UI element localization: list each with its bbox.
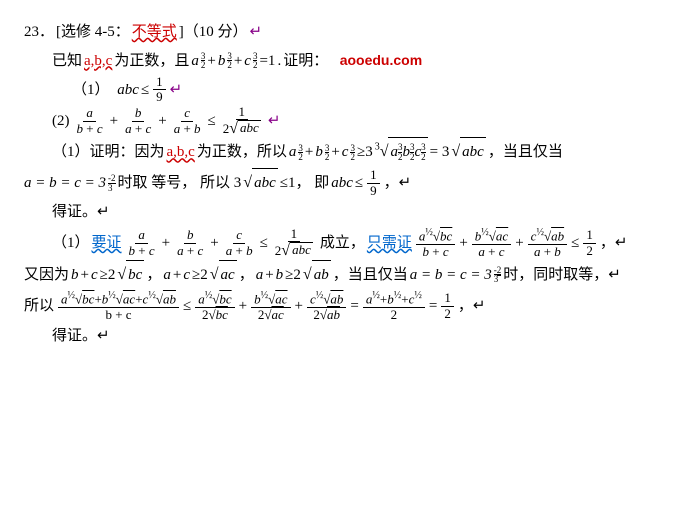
qed-2: 得证。↵ [52,322,669,351]
given: 已知 a,b,c 为正数，且 a32 +b32 +c32 =1.证明： aooe… [52,47,669,76]
qed-1: 得证。↵ [52,198,669,227]
inequality-line: 又因为 b+c≥2√bc ，a+c≥2√ac ，a+b≥2√ab ，当且仅当 a… [24,260,669,290]
part-1: （1） abc ≤ 19 ↵ [72,75,669,105]
proof-1: （1）证明：因为 a,b,c 为正数，所以 a32 +b32 +c32 ≥3 3… [52,137,669,167]
question-header: 23． [选修 4-5： 不等式 ]（10 分） ↵ [24,18,669,47]
q-num: 23． [24,18,54,47]
part-2: (2) ab + c+ ba + c+ ca + b ≤ 12√abc ↵ [52,105,669,138]
eq-line: a = b = c = 3 -23 时取 等号， 所以 3 √abc ≤1， 即… [24,168,669,198]
watermark-url: aooedu.com [340,47,422,74]
proof-2: （1） 要证 ab + c+ ba + c+ ca + b ≤ 12√abc 成… [52,227,669,260]
so-line: 所以 a½√bc+b½√ac+c½√abb + c ≤ a½√bc2√bc+ b… [24,290,669,322]
topic: 不等式 [132,18,177,47]
